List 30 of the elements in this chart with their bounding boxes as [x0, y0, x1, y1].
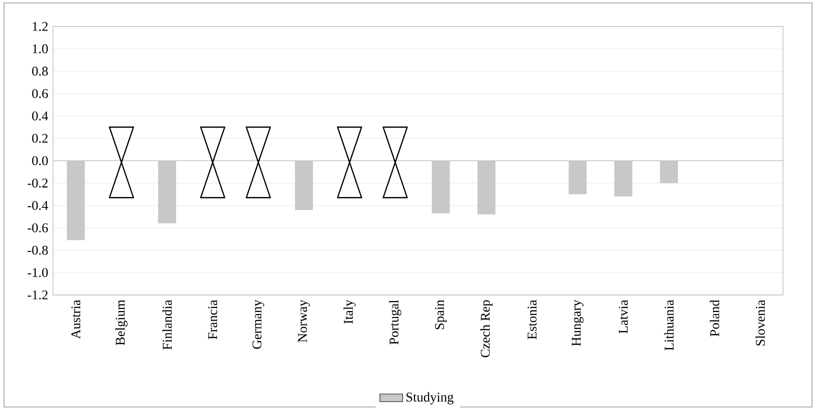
y-tick-label: 0.4: [32, 111, 48, 120]
y-tick-label: 0.6: [32, 89, 48, 98]
x-tick-label: Francia: [208, 300, 218, 340]
y-tick-label: -1.2: [28, 290, 48, 300]
y-tick-label: -0.2: [28, 178, 48, 188]
x-tick-label: Portugal: [389, 300, 402, 345]
x-tick-label: Belgium: [115, 300, 128, 346]
x-tick-label: Finlandia: [162, 300, 172, 350]
x-tick-label: Slovenia: [755, 300, 765, 346]
x-tick-label: Spain: [434, 300, 447, 330]
x-tick-label: Austria: [71, 300, 80, 339]
y-tick-label: 0.2: [32, 134, 48, 143]
x-tick-label: Italy: [343, 300, 356, 324]
y-tick-label: 0.0: [32, 156, 48, 166]
y-tick-label: -0.6: [28, 223, 48, 232]
legend-label: Studying: [406, 392, 454, 404]
x-tick-label: Norway: [298, 300, 310, 342]
x-tick-label: Poland: [710, 300, 720, 336]
y-tick-label: 1.2: [32, 22, 48, 31]
y-tick-label: 1.0: [32, 44, 48, 54]
y-tick-label: 0.8: [32, 66, 48, 76]
x-tick-label: Latvia: [618, 300, 628, 334]
y-tick-label: -1.0: [28, 268, 48, 278]
x-tick-label: Hungary: [572, 300, 584, 346]
x-tick-label: Lithuania: [664, 300, 674, 350]
x-tick-label: Estonia: [528, 300, 537, 340]
y-tick-label: -0.4: [28, 200, 48, 210]
x-tick-label: Czech Rep: [480, 300, 492, 358]
x-tick-label: Germany: [252, 300, 264, 349]
y-tick-label: -0.8: [28, 246, 48, 255]
